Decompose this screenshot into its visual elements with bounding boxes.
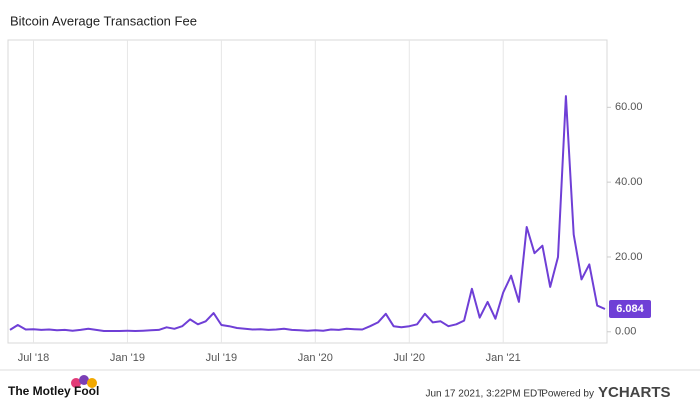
value-label: 6.084 xyxy=(616,303,644,315)
brand: YCHARTS xyxy=(598,384,671,401)
x-tick-label: Jul '18 xyxy=(18,352,49,364)
plot-frame xyxy=(7,39,608,344)
logo-text: The Motley Fool xyxy=(8,384,99,398)
x-tick-label: Jul '20 xyxy=(394,352,425,364)
timestamp: Jun 17 2021, 3:22PM EDT. xyxy=(425,389,545,400)
powered-by: Powered by xyxy=(541,389,594,400)
x-tick-label: Jan '20 xyxy=(298,352,333,364)
y-tick-label: 40.00 xyxy=(615,176,643,188)
logo-icon xyxy=(71,375,97,388)
line-series xyxy=(9,95,606,332)
y-tick-label: 0.00 xyxy=(615,326,636,338)
x-tick-label: Jan '21 xyxy=(486,352,521,364)
x-tick-label: Jan '19 xyxy=(110,352,145,364)
y-tick-label: 60.00 xyxy=(615,101,643,113)
y-tick-label: 20.00 xyxy=(615,251,643,263)
x-tick-label: Jul '19 xyxy=(206,352,237,364)
chart-title: Bitcoin Average Transaction Fee xyxy=(10,13,197,28)
value-label-box xyxy=(609,300,651,319)
